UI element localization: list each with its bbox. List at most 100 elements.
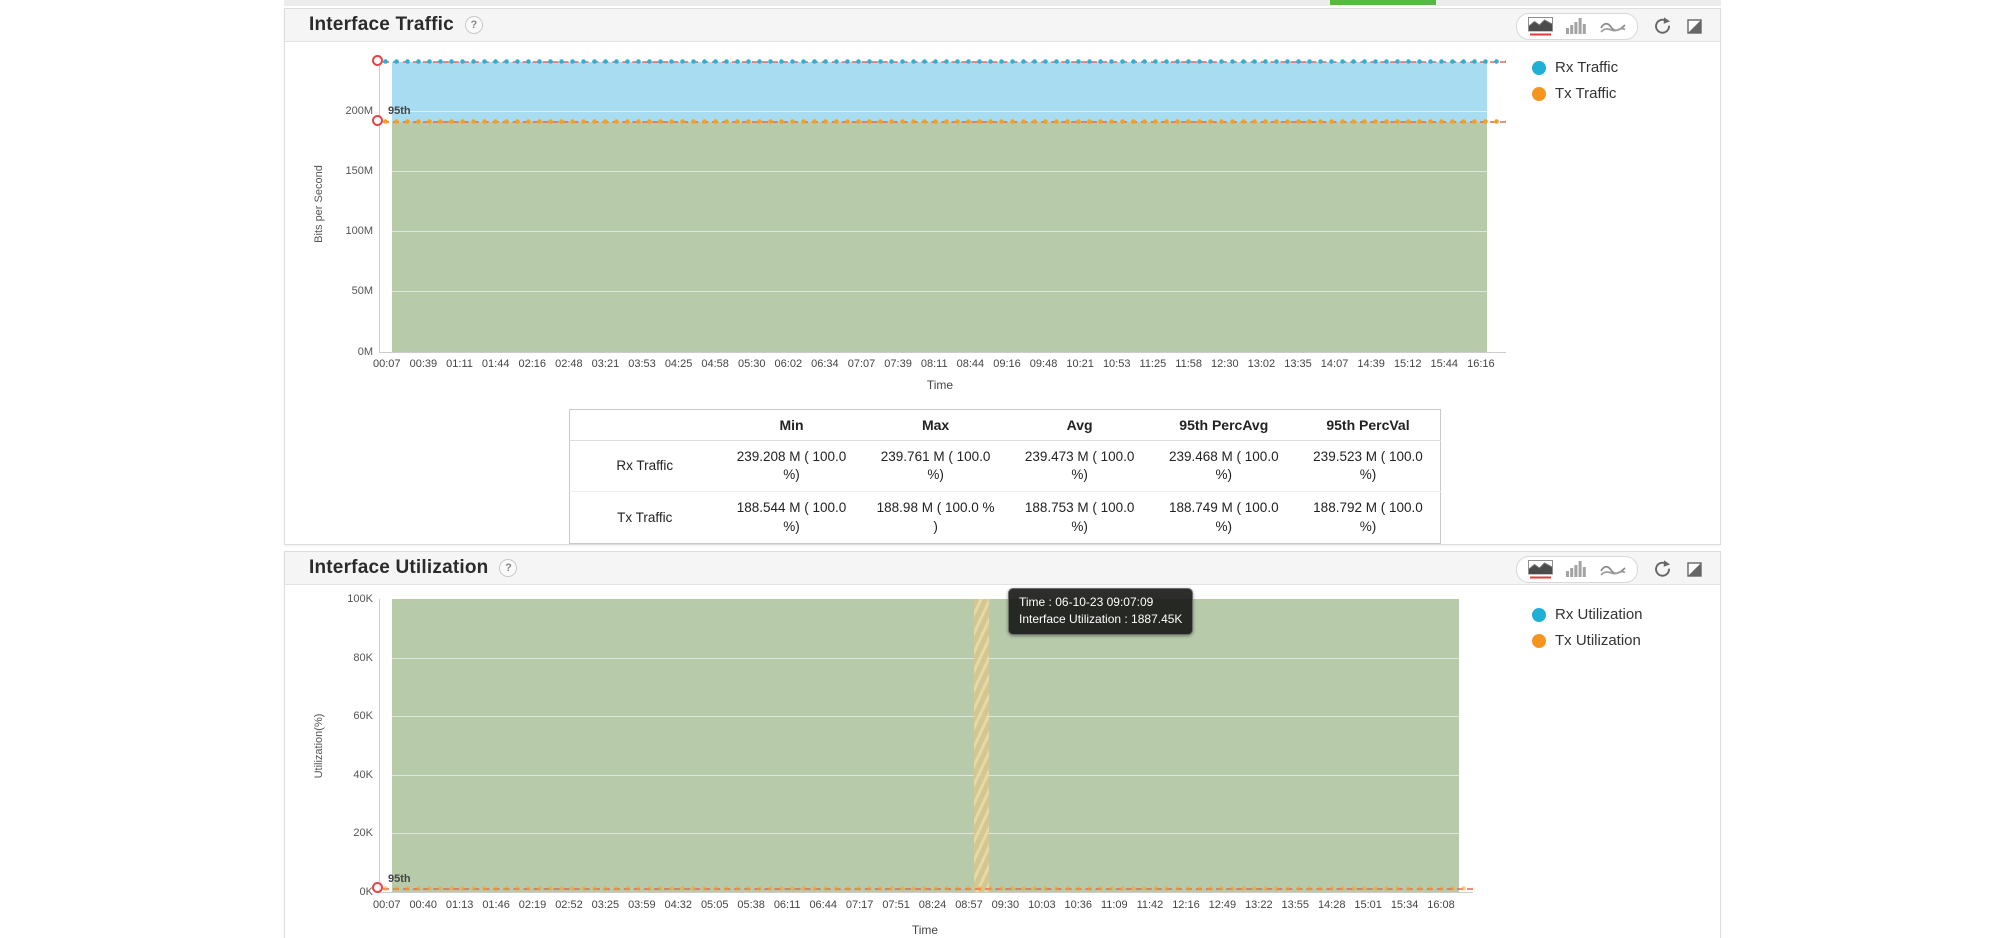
y-tick: 200M <box>345 105 373 117</box>
x-tick: 15:44 <box>1430 358 1459 370</box>
x-tick: 06:44 <box>809 899 837 911</box>
table-row: Tx Traffic 188.544 M ( 100.0 %) 188.98 M… <box>569 491 1441 544</box>
x-tick: 06:02 <box>774 358 803 370</box>
line-chart-icon[interactable] <box>1600 562 1626 577</box>
x-axis-line <box>379 352 1506 353</box>
gridline <box>392 716 1459 717</box>
x-tick: 09:48 <box>1029 358 1058 370</box>
tx-traffic-line <box>383 119 1506 124</box>
x-axis-title: Time <box>926 378 954 392</box>
traffic-stats-table: Min Max Avg 95th PercAvg 95th PercVal Rx… <box>569 409 1441 544</box>
x-tick: 04:32 <box>664 899 693 911</box>
export-icon[interactable] <box>1687 18 1702 34</box>
table-cell: 188.753 M ( 100.0 %) <box>1007 491 1152 544</box>
tx-percentile-marker-icon <box>372 115 383 126</box>
x-tick: 02:16 <box>518 358 547 370</box>
legend-item-rx-utilization[interactable]: Rx Utilization <box>1532 606 1643 623</box>
x-tick: 08:24 <box>918 899 947 911</box>
refresh-icon[interactable] <box>1653 16 1672 36</box>
x-tick: 05:38 <box>737 899 765 911</box>
x-tick: 08:44 <box>956 358 985 370</box>
area-chart-icon[interactable] <box>1528 559 1553 579</box>
x-tick: 13:55 <box>1281 899 1310 911</box>
x-tick: 00:39 <box>409 358 438 370</box>
gridline <box>392 111 1487 112</box>
rx-percentile-marker-icon <box>372 55 383 66</box>
x-tick: 15:01 <box>1354 899 1382 911</box>
table-cell: 239.473 M ( 100.0 %) <box>1024 449 1135 483</box>
help-icon[interactable]: ? <box>499 559 518 577</box>
y-tick: 80K <box>353 652 373 664</box>
column-header-95th-percavg: 95th PercAvg <box>1151 409 1296 441</box>
export-icon[interactable] <box>1687 561 1702 577</box>
x-tick: 10:21 <box>1066 358 1094 370</box>
x-tick: 12:49 <box>1208 899 1237 911</box>
bar-chart-icon[interactable] <box>1566 561 1587 577</box>
tooltip-value: Interface Utilization : 1887.45K <box>1019 612 1183 627</box>
line-chart-icon[interactable] <box>1600 19 1626 34</box>
legend-item-rx-traffic[interactable]: Rx Traffic <box>1532 59 1618 76</box>
table-cell: 188.792 M ( 100.0 %) <box>1295 491 1441 544</box>
legend-label: Rx Utilization <box>1555 606 1643 623</box>
rx-legend-dot-icon <box>1532 607 1546 622</box>
x-tick: 03:25 <box>591 899 620 911</box>
x-tick: 08:11 <box>920 358 948 370</box>
column-header-max: Max <box>863 409 1008 441</box>
gridline <box>392 171 1487 172</box>
table-cell: 239.208 M ( 100.0 %) <box>736 449 847 483</box>
x-tick: 12:16 <box>1172 899 1200 911</box>
refresh-icon[interactable] <box>1653 559 1672 579</box>
table-cell: 188.749 M ( 100.0 %) <box>1151 491 1296 544</box>
legend-label: Tx Traffic <box>1555 85 1617 102</box>
table-cell: 239.523 M ( 100.0 %) <box>1313 449 1423 483</box>
legend-item-tx-utilization[interactable]: Tx Utilization <box>1532 632 1643 649</box>
x-tick: 04:58 <box>701 358 729 370</box>
rx-traffic-line <box>383 59 1506 64</box>
tx-legend-dot-icon <box>1532 86 1546 101</box>
x-tick: 06:11 <box>773 899 801 911</box>
chart-legend: Rx Traffic Tx Traffic <box>1532 59 1618 102</box>
x-tick: 14:39 <box>1357 358 1385 370</box>
x-tick: 06:34 <box>811 358 839 370</box>
y-axis-title: Utilization(%) <box>313 713 325 779</box>
area-chart-icon[interactable] <box>1528 16 1553 36</box>
column-header-95th-percval: 95th PercVal <box>1295 409 1441 441</box>
legend-label: Rx Traffic <box>1555 59 1619 76</box>
y-tick: 150M <box>345 165 373 177</box>
x-tick: 15:12 <box>1393 358 1422 370</box>
table-row: Rx Traffic 239.208 M ( 100.0 %) 239.761 … <box>570 441 1441 492</box>
x-tick: 02:52 <box>555 899 583 911</box>
x-tick: 02:48 <box>555 358 583 370</box>
tooltip-time: Time : 06-10-23 09:07:09 <box>1019 595 1154 609</box>
table-header-row: Min Max Avg 95th PercAvg 95th PercVal <box>569 409 1441 441</box>
column-header-blank <box>569 409 720 441</box>
chart-legend: Rx Utilization Tx Utilization <box>1532 606 1643 649</box>
column-header-avg: Avg <box>1007 409 1152 441</box>
x-tick: 04:25 <box>664 358 693 370</box>
x-tick: 02:19 <box>518 899 547 911</box>
interface-traffic-header: Interface Traffic ? <box>285 9 1720 42</box>
help-icon[interactable]: ? <box>464 16 483 34</box>
panel-title: Interface Traffic <box>309 14 454 35</box>
table-cell: 188.544 M ( 100.0 %) <box>719 491 864 544</box>
x-axis-line <box>379 892 1473 893</box>
y-tick: 40K <box>353 769 373 781</box>
x-tick: 00:07 <box>373 899 401 911</box>
legend-item-tx-traffic[interactable]: Tx Traffic <box>1532 85 1618 102</box>
y-tick: 100M <box>345 225 373 237</box>
x-tick: 03:59 <box>628 899 656 911</box>
x-axis-ticks: 00:07 00:39 01:11 01:44 02:16 02:48 03:21 03:53… <box>373 358 1495 370</box>
top-progress-bar <box>1330 0 1436 5</box>
bar-chart-icon[interactable] <box>1566 18 1587 34</box>
chart-type-toggle-group <box>1516 555 1638 583</box>
table-cell: 239.468 M ( 100.0 %) <box>1169 449 1279 483</box>
legend-label: Tx Utilization <box>1555 632 1641 649</box>
y-tick: 50M <box>351 285 373 297</box>
table-cell: 188.98 M ( 100.0 % ) <box>863 491 1008 544</box>
gridline <box>392 291 1487 292</box>
gridline <box>392 658 1459 659</box>
interface-utilization-header: Interface Utilization ? <box>285 552 1720 585</box>
x-tick: 11:25 <box>1139 358 1167 370</box>
gridline <box>392 231 1487 232</box>
utilization-area <box>392 599 1459 892</box>
